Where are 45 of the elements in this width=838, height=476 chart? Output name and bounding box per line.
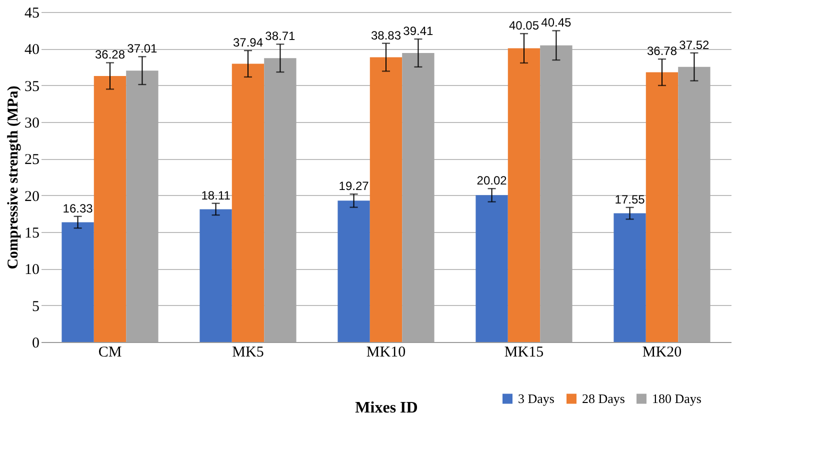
legend-label: 28 Days	[582, 390, 625, 406]
x-axis-title: Mixes ID	[355, 400, 418, 416]
data-label: 37.94	[232, 36, 264, 50]
bar	[508, 48, 540, 342]
x-tick-label: MK5	[232, 344, 264, 360]
data-label: 17.55	[614, 192, 646, 206]
data-label: 38.83	[370, 28, 402, 42]
x-tick-label: CM	[98, 344, 122, 360]
data-label: 38.71	[265, 29, 296, 44]
bar	[476, 195, 508, 342]
bar	[646, 72, 678, 342]
bar	[232, 64, 264, 342]
data-label: 36.28	[94, 48, 126, 62]
bar	[370, 57, 402, 342]
x-tick-label: MK20	[642, 344, 682, 360]
y-tick-label: 5	[32, 298, 40, 315]
y-tick-label: 25	[24, 152, 40, 168]
bar	[614, 213, 646, 342]
x-tick-label: MK15	[504, 344, 544, 360]
data-label: 16.33	[62, 201, 94, 216]
legend-label: 3 Days	[518, 390, 554, 406]
y-tick-label: 45	[24, 6, 40, 22]
data-label: 37.01	[127, 42, 158, 56]
data-label: 40.05	[508, 18, 540, 33]
bar	[62, 222, 94, 342]
y-axis-title: Compressive strength (MPa)	[6, 86, 22, 270]
y-tick-label: 10	[24, 262, 40, 278]
y-tick-label: 40	[24, 42, 40, 58]
legend-label: 180 Days	[652, 390, 702, 406]
data-label: 18.11	[201, 188, 231, 202]
y-tick-label: 20	[24, 188, 40, 205]
y-tick-label: 0	[32, 336, 40, 352]
data-label: 20.02	[476, 174, 508, 188]
x-tick-label: MK10	[366, 344, 406, 360]
y-tick-label: 35	[24, 78, 40, 95]
bar	[94, 76, 126, 342]
data-label: 36.78	[646, 44, 678, 58]
y-tick-label: 30	[24, 116, 40, 132]
data-label: 37.52	[679, 38, 710, 52]
data-label: 40.45	[541, 16, 572, 30]
data-label: 19.27	[338, 179, 370, 194]
data-label: 39.41	[403, 24, 434, 38]
y-tick-label: 15	[24, 226, 40, 242]
bar	[338, 200, 370, 342]
bar	[200, 209, 232, 342]
